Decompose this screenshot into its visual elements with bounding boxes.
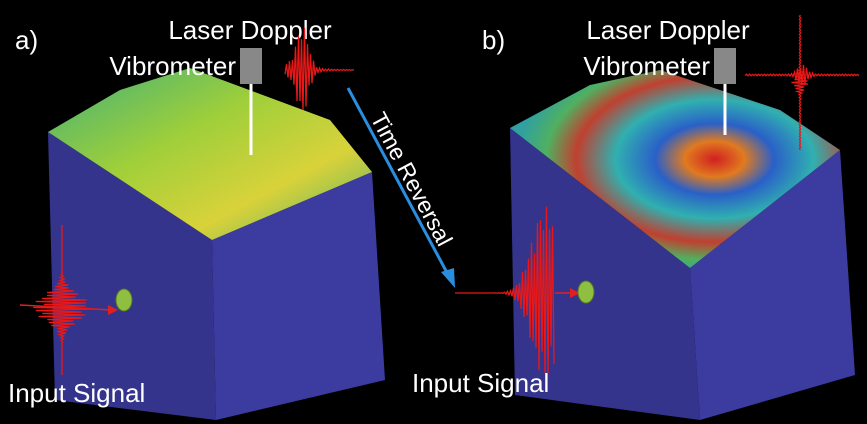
transducer <box>116 289 132 311</box>
ldv <box>714 48 736 84</box>
panel-label: b) <box>482 25 505 55</box>
ldv <box>240 48 262 84</box>
figure: a) Laser Doppler Vibrometer Input Signal… <box>0 0 867 424</box>
transducer <box>578 281 594 303</box>
panel-label: a) <box>15 25 38 55</box>
ldv-label: Vibrometer <box>109 51 236 81</box>
arrow-head <box>441 268 455 288</box>
ldv-label: Laser Doppler <box>586 15 750 45</box>
ldv-label: Vibrometer <box>583 51 710 81</box>
input-label: Input Signal <box>412 368 549 398</box>
input-label: Input Signal <box>8 378 145 408</box>
arrow-label: Time Reversal <box>366 108 458 250</box>
ldv-label: Laser Doppler <box>168 15 332 45</box>
